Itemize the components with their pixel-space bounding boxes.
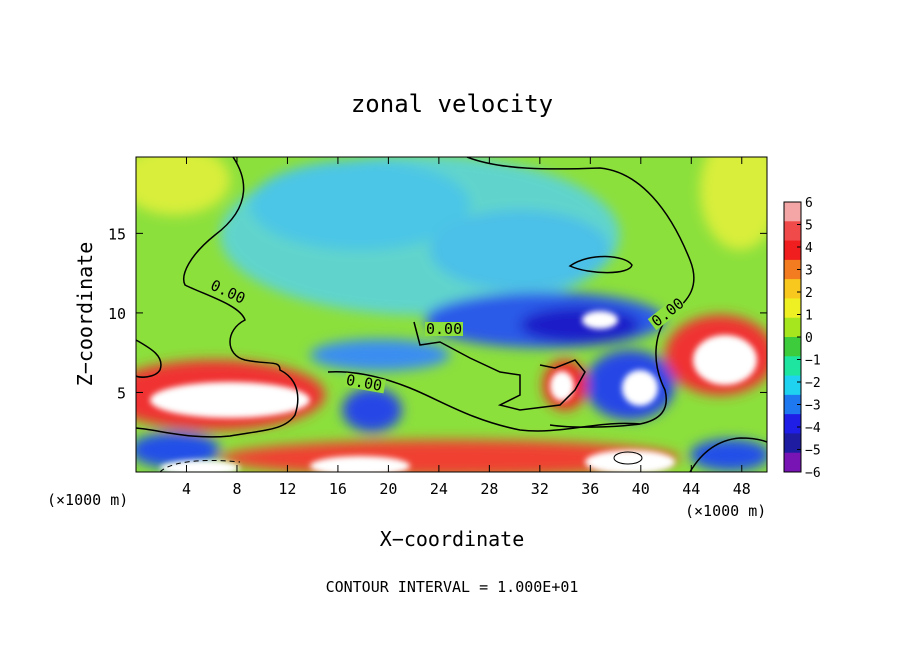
- contour-label: 0.00: [345, 371, 384, 395]
- footer-contour-interval: CONTOUR INTERVAL = 1.000E+01: [326, 578, 579, 596]
- colorbar-label: 4: [805, 241, 813, 256]
- field-white-top: [582, 311, 618, 329]
- y-axis: 5 10 15: [108, 225, 767, 402]
- colorbar-swatch: [784, 202, 801, 222]
- x-tick-label: 20: [379, 480, 397, 498]
- x-tick-label: 12: [278, 480, 296, 498]
- x-tick-label: 28: [480, 480, 498, 498]
- colorbar-label: −3: [805, 399, 821, 414]
- field-white-right: [693, 335, 757, 385]
- colorbar-label: −1: [805, 354, 821, 369]
- y-axis-label: Z−coordinate: [73, 242, 97, 387]
- contour-label-bg-1: [206, 277, 246, 305]
- x-tick-label: 32: [531, 480, 549, 498]
- x-axis: 4 8 12 16 20 24 28 32 36 40 44 48: [182, 157, 751, 498]
- colorbar-swatch: [784, 375, 801, 396]
- colorbar-label: 1: [805, 309, 813, 324]
- colorbar-label: 5: [805, 219, 813, 234]
- colorbar-label: 2: [805, 286, 813, 301]
- colorbar-swatch: [784, 394, 801, 415]
- y-tick-label: 10: [108, 305, 126, 323]
- x-tick-label: 24: [430, 480, 448, 498]
- contour-label-bg-3: [344, 372, 386, 394]
- colorbar-swatch: [784, 298, 801, 319]
- colorbar-label: −5: [805, 444, 821, 459]
- field-white-left: [150, 382, 310, 418]
- contour-line-bottom-left: [136, 339, 162, 378]
- colorbar-swatch: [784, 240, 801, 261]
- contour-line-main: [136, 157, 299, 438]
- contour-label: 0.00: [426, 320, 462, 338]
- field-top-left-yellow: [136, 157, 230, 215]
- field-center-blob: [342, 388, 402, 432]
- field-white-bottom-1: [310, 456, 410, 472]
- field-white-center: [550, 371, 574, 401]
- colorbar-swatch: [784, 414, 801, 434]
- chart-title: zonal velocity: [351, 90, 553, 118]
- y-tick-label: 15: [108, 225, 126, 243]
- colorbar-swatch: [784, 259, 801, 280]
- colorbar-swatch: [784, 279, 801, 299]
- contour-line-loop: [568, 255, 633, 274]
- y-tick-label: 5: [117, 384, 126, 402]
- colorbar-swatch: [784, 337, 801, 357]
- x-tick-label: 40: [632, 480, 650, 498]
- contour-label-bg-2: [425, 322, 463, 336]
- x-tick-label: 48: [733, 480, 751, 498]
- contour-line-mid: [327, 370, 641, 432]
- x-unit-left: (×1000 m): [47, 491, 128, 509]
- colorbar-swatch: [784, 356, 801, 377]
- field-white-bottom-3: [160, 460, 240, 472]
- contour-label-bg-4: [647, 295, 687, 331]
- x-tick-label: 36: [581, 480, 599, 498]
- field-white-right-mid: [622, 370, 658, 406]
- field-upper-cyan-2: [250, 160, 470, 250]
- heatmap-field: [136, 157, 767, 472]
- colorbar-swatch: [784, 317, 801, 338]
- field-mid-blue: [310, 339, 450, 371]
- field-bottom-blue-right: [690, 439, 767, 471]
- contour-line-small: [613, 451, 643, 465]
- colorbar-label: 6: [805, 196, 813, 211]
- x-unit-right: (×1000 m): [685, 502, 766, 520]
- colorbar-label: −4: [805, 421, 821, 436]
- field-top-right-yellow: [700, 157, 767, 250]
- colorbar: 6 5 4 3 2 1 0 −1 −2 −3 −4 −5 −6: [783, 196, 821, 481]
- contour-line-bottom-right: [689, 437, 767, 472]
- contour-line-jet: [413, 321, 586, 411]
- x-axis-label: X−coordinate: [380, 527, 525, 551]
- x-tick-label: 4: [182, 480, 191, 498]
- x-tick-label: 8: [232, 480, 241, 498]
- colorbar-label: −2: [805, 376, 821, 391]
- field-white-bottom-2: [585, 450, 675, 472]
- colorbar-label: 3: [805, 264, 813, 279]
- x-tick-label: 16: [329, 480, 347, 498]
- field-upper-cyan-3: [430, 210, 610, 290]
- colorbar-label: −6: [805, 466, 821, 481]
- colorbar-swatch: [784, 221, 801, 242]
- x-tick-label: 44: [682, 480, 700, 498]
- contour-line-dashed: [159, 460, 241, 472]
- plot-frame: [135, 156, 768, 473]
- field-bottom-blue-left: [136, 432, 220, 468]
- field-jet-dark: [520, 307, 640, 343]
- colorbar-label: 0: [805, 331, 813, 346]
- colorbar-swatch: [784, 452, 801, 473]
- colorbar-swatch: [784, 433, 801, 454]
